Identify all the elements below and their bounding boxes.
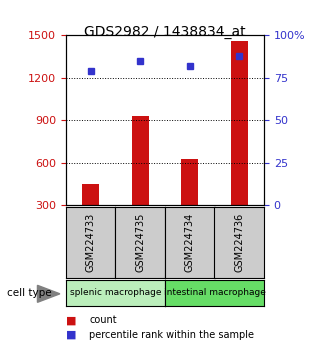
Text: GSM224734: GSM224734 <box>185 213 195 272</box>
Text: GSM224735: GSM224735 <box>135 213 145 272</box>
Bar <box>82 184 99 205</box>
Text: intestinal macrophage: intestinal macrophage <box>164 289 265 297</box>
Bar <box>132 116 149 205</box>
Bar <box>231 41 248 205</box>
Polygon shape <box>38 285 60 302</box>
Text: splenic macrophage: splenic macrophage <box>70 289 161 297</box>
Text: GSM224733: GSM224733 <box>86 213 96 272</box>
Text: GDS2982 / 1438834_at: GDS2982 / 1438834_at <box>84 25 246 39</box>
Text: count: count <box>89 315 117 325</box>
Text: ■: ■ <box>66 330 77 339</box>
Text: percentile rank within the sample: percentile rank within the sample <box>89 330 254 339</box>
Text: GSM224736: GSM224736 <box>234 213 244 272</box>
Bar <box>181 159 198 205</box>
Text: cell type: cell type <box>7 288 51 298</box>
Text: ■: ■ <box>66 315 77 325</box>
